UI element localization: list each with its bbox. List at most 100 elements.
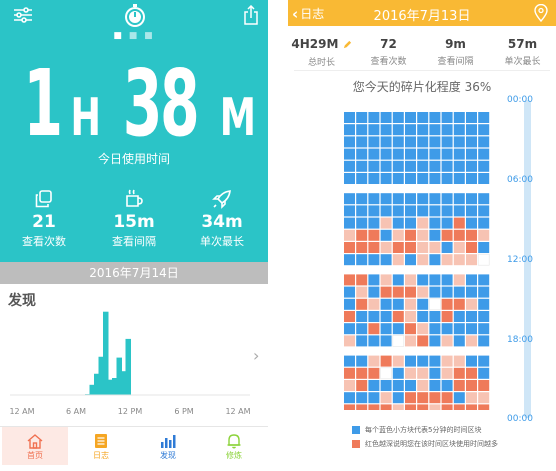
time-block: [466, 323, 477, 335]
usage-bar-chart[interactable]: [0, 300, 268, 400]
time-block: [453, 148, 465, 160]
time-block: [405, 112, 416, 123]
time-block: [417, 355, 429, 367]
time-block: [453, 160, 465, 172]
date-bar: 2016年7月14日: [0, 262, 268, 284]
time-block: [344, 217, 355, 229]
today-summary-panel: ■ ■ ■ 1 H 38 M 今日使用时间 21 查看次数 15m 查看间隔 34m …: [0, 0, 268, 262]
time-block: [478, 112, 490, 123]
time-block: [453, 173, 465, 184]
time-block: [380, 173, 392, 184]
chevron-right-icon[interactable]: ›: [253, 346, 260, 365]
time-block: [478, 274, 490, 286]
tab-home[interactable]: 首页: [2, 427, 68, 465]
time-block: [417, 298, 429, 310]
stat-label: 单次最长: [504, 57, 541, 67]
time-block: [429, 136, 441, 148]
time-block: [453, 136, 465, 148]
time-block: [478, 193, 490, 205]
time-block: [453, 367, 465, 379]
share-icon[interactable]: [240, 4, 262, 26]
timeline-label: 18:00: [507, 335, 533, 345]
time-block: [453, 298, 465, 310]
stat-value: 15m: [113, 212, 155, 232]
stat-label: 查看次数: [370, 57, 407, 67]
time-block: [478, 173, 490, 184]
divider: [294, 70, 550, 71]
time-block: [392, 112, 404, 123]
time-block: [392, 274, 404, 286]
time-block: [392, 217, 404, 229]
time-block: [429, 355, 441, 367]
daily-log-screen: ‹ 日志 2016年7月13日 4H29M 总时长 72 查看次数 9m 查看间…: [288, 0, 556, 471]
usage-bar: [94, 373, 100, 395]
legend-swatch-blue: [352, 426, 360, 434]
time-block: [478, 229, 490, 241]
time-block: [380, 160, 392, 172]
time-block: [405, 217, 416, 229]
time-block: [356, 112, 368, 123]
stat-value: 21: [32, 212, 56, 232]
page-indicator[interactable]: ■ ■ ■: [113, 31, 155, 41]
time-block: [417, 205, 429, 217]
time-block: [380, 136, 392, 148]
time-block: [466, 380, 477, 391]
time-block: [380, 335, 392, 347]
time-block: [441, 335, 453, 347]
time-block: [466, 136, 477, 148]
time-block: [368, 173, 380, 184]
hours-unit: H: [70, 88, 102, 148]
time-block: [405, 380, 416, 391]
time-block: [441, 136, 453, 148]
time-block: [368, 335, 380, 347]
time-block: [441, 380, 453, 391]
stat-label: 单次最长: [200, 235, 244, 248]
time-block: [417, 392, 429, 404]
time-block: [453, 380, 465, 391]
time-block: [441, 205, 453, 217]
time-block: [356, 173, 368, 184]
time-block: [344, 254, 355, 266]
time-block: [466, 112, 477, 123]
pencil-icon[interactable]: [343, 38, 352, 52]
time-block: [429, 229, 441, 241]
time-block: [417, 286, 429, 298]
time-block: [478, 355, 490, 367]
tab-log[interactable]: 日志: [68, 427, 134, 465]
time-block: [380, 311, 392, 322]
tab-discover[interactable]: 发现: [135, 427, 201, 465]
stat-view-count: 72 查看次数: [355, 37, 422, 67]
tab-practice[interactable]: 修炼: [201, 427, 267, 465]
stat-total-duration[interactable]: 4H29M 总时长: [288, 37, 355, 68]
time-block: [405, 311, 416, 322]
time-block: [466, 286, 477, 298]
time-block: [392, 311, 404, 322]
time-block: [344, 242, 355, 253]
tab-label: 首页: [27, 450, 43, 460]
time-block: [429, 311, 441, 322]
stat-longest-session: 57m 单次最长: [489, 37, 556, 67]
time-block: [368, 355, 380, 367]
location-pin-icon[interactable]: [534, 3, 548, 26]
time-block: [380, 242, 392, 253]
time-block: [356, 193, 368, 205]
time-block: [392, 286, 404, 298]
stat-view-interval: 15m 查看间隔: [94, 188, 174, 249]
stopwatch-icon[interactable]: [123, 4, 147, 28]
time-block: [453, 404, 465, 410]
usage-bar: [112, 378, 118, 395]
time-block: [392, 160, 404, 172]
time-block: [429, 298, 441, 311]
time-block: [356, 254, 368, 266]
back-button[interactable]: ‹ 日志: [292, 5, 324, 22]
time-block: [368, 148, 380, 160]
timeline-scrollbar[interactable]: [524, 100, 531, 418]
time-block: [417, 229, 429, 241]
time-block: [429, 160, 441, 172]
time-block: [429, 173, 441, 184]
time-block: [405, 148, 416, 160]
time-block: [356, 229, 368, 241]
sliders-icon[interactable]: [12, 4, 34, 26]
time-block: [478, 335, 490, 347]
chart-x-axis: 12 AM 6 AM 12 PM 6 PM 12 AM: [0, 407, 268, 419]
